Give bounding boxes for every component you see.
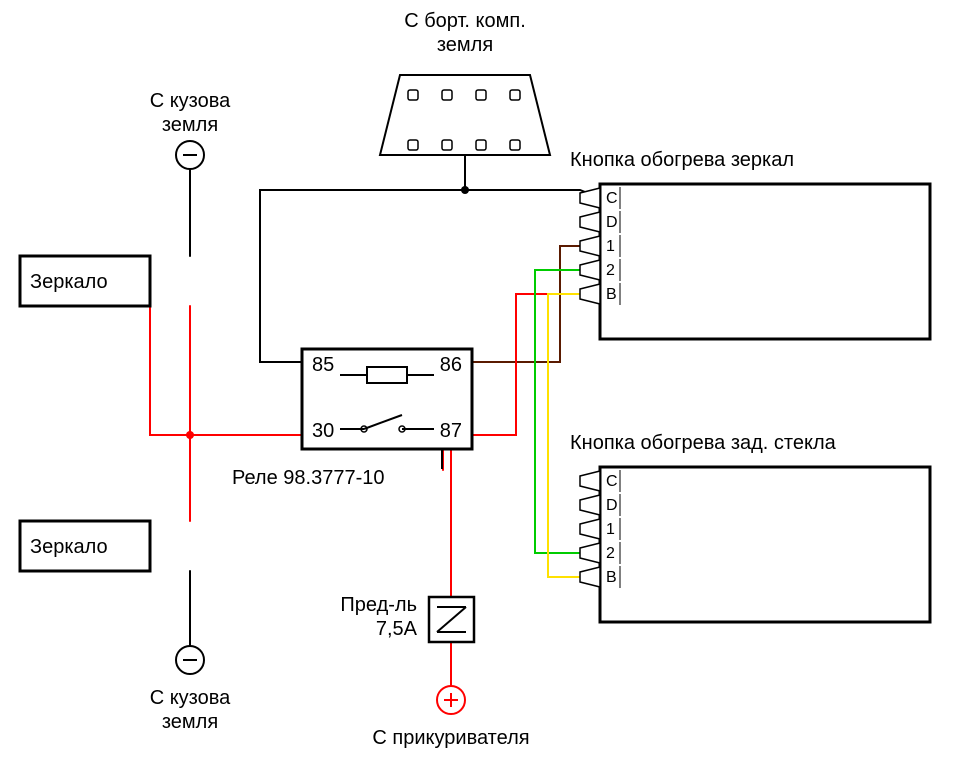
label-body-ground-1-1: С кузова (150, 687, 231, 709)
wire-red-9 (190, 306, 302, 435)
relay-pin-86: 86 (440, 354, 462, 376)
pin-tab-2-1 (580, 519, 600, 539)
bort-connector (380, 75, 550, 155)
pin-tab-1-B (580, 284, 600, 304)
pin-label-1-B: B (606, 286, 617, 303)
pin-label-1-C: C (606, 190, 618, 207)
pin-label-1-2: 2 (606, 262, 615, 279)
label-mirror-0: Зеркало (30, 271, 108, 293)
pin-tab-1-2 (580, 260, 600, 280)
label-mirror-1: Зеркало (30, 536, 108, 558)
pin-label-2-2: 2 (606, 545, 615, 562)
junction-0 (461, 186, 469, 194)
button-box-1 (600, 184, 930, 339)
pin-tab-2-D (580, 495, 600, 515)
label-body-ground-1-2: земля (162, 711, 218, 733)
label-body-ground-0-1: С кузова (150, 90, 231, 112)
label-button-2: Кнопка обогрева зад. стекла (570, 432, 837, 454)
pin-label-2-1: 1 (606, 521, 615, 538)
pin-label-1-D: D (606, 214, 618, 231)
label-fuse-1: Пред-ль (340, 594, 417, 616)
relay-pin-87: 87 (440, 420, 462, 442)
pin-tab-2-C (580, 471, 600, 491)
pin-label-1-1: 1 (606, 238, 615, 255)
pin-label-2-D: D (606, 497, 618, 514)
button-box-2 (600, 467, 930, 622)
label-lighter: С прикуривателя (372, 727, 529, 749)
pin-tab-2-2 (580, 543, 600, 563)
pin-label-2-C: C (606, 473, 618, 490)
label-bort-2: земля (437, 34, 493, 56)
label-button-1: Кнопка обогрева зеркал (570, 149, 794, 171)
junction-1 (186, 431, 194, 439)
relay-pin-30: 30 (312, 420, 334, 442)
label-bort-1: С борт. комп. (404, 10, 526, 32)
label-body-ground-0-2: земля (162, 114, 218, 136)
wire-red-11 (150, 306, 190, 435)
pin-tab-2-B (580, 567, 600, 587)
pin-tab-1-1 (580, 236, 600, 256)
label-fuse-2: 7,5А (376, 618, 418, 640)
wire-black-2 (260, 190, 465, 362)
pin-label-2-B: B (606, 569, 617, 586)
relay-pin-85: 85 (312, 354, 334, 376)
wire-red-7 (443, 449, 451, 597)
pin-tab-1-D (580, 212, 600, 232)
label-relay: Реле 98.3777-10 (232, 467, 384, 489)
